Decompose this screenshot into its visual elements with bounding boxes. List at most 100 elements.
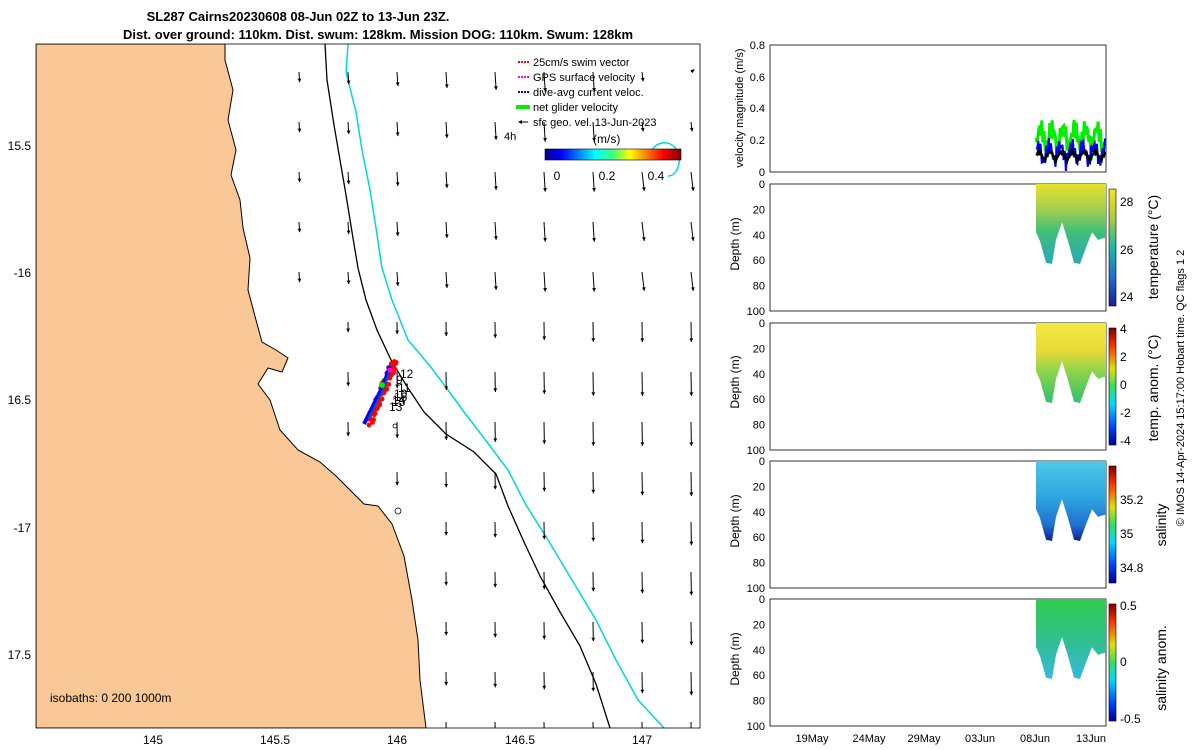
legend-arrow-icon [518,120,522,124]
surface-vector-arrowhead [640,127,645,132]
salinity-anomaly-colorbar [1108,603,1117,722]
temperature-y-tick: 40 [753,230,765,242]
surface-vector-arrowhead [591,392,596,396]
surface-vector-arrowhead [542,585,547,590]
surface-vector-arrowhead [493,136,498,140]
surface-vector-arrowhead [444,436,449,441]
surface-vector-arrowhead [641,187,646,191]
track-label: 13 [389,400,403,414]
temperature-colorbar [1108,188,1117,307]
temp-anomaly-y-tick: 0 [759,318,765,330]
temperature-panel-labels: Depth (m) 28 26 24 temperature (°C) [728,195,1161,304]
reef-shape [394,507,402,515]
surface-vector-arrowhead [297,228,302,233]
salinity-y-label: Depth (m) [728,494,742,547]
temperature-cbar-tick: 28 [1120,195,1134,209]
surface-vector-arrowhead [346,130,351,135]
surface-vector-arrowhead [640,77,645,82]
velocity-y-tick: 0.2 [750,135,765,147]
track-label: 14 [392,393,406,407]
salinity-profile-fill [1036,461,1106,542]
temp-anomaly-cbar-tick: 2 [1120,350,1127,364]
surface-vector-arrowhead [444,332,449,337]
surface-vector-arrowhead [346,280,351,285]
surface-vector-arrowhead [640,689,645,694]
surface-vector-arrowhead [640,392,645,396]
surface-vector-arrowhead [346,230,351,235]
map-x-ticks: 145 145.5 146 146.5 147 [143,733,652,747]
surface-vector-arrowhead [444,134,449,138]
map-colorbar-tick: 0 [554,169,561,183]
salinity-anomaly-y-tick: 20 [753,619,765,631]
surface-vector-arrowhead [297,178,302,183]
surface-vector-arrowhead [346,432,351,437]
surface-vector-arrowhead [542,336,547,340]
salinity-colorbar [1108,465,1117,584]
legend-item: net glider velocity [533,102,618,114]
surface-vector-arrowhead [640,539,645,544]
time-x-tick: 29May [907,733,941,745]
salinity-y-tick: 100 [747,583,765,595]
map-y-tick: 17.5 [8,648,32,662]
surface-vector-arrowhead [592,188,596,192]
surface-vector-arrowhead [542,487,547,492]
surface-vector-arrowhead [297,78,302,83]
temp-anomaly-colorbar [1108,327,1117,446]
velocity-panel: 0.8 0.6 0.4 0.2 0 velocity magnitude (m/… [734,40,1107,179]
surface-vector-arrowhead [444,234,449,238]
temperature-y-tick: 60 [753,255,765,267]
surface-vector-arrowhead [493,186,498,190]
swim-vector-point [377,400,382,406]
temp-anomaly-cbar-label: temp. anom. (°C) [1145,335,1161,442]
surface-vector-arrowhead [493,734,497,738]
salinity-cbar-tick: 35.2 [1120,493,1144,507]
salinity-y-tick: 20 [753,481,765,493]
salinity-anomaly-cbar-tick: -0.5 [1120,712,1141,726]
surface-vector-arrowhead [641,237,646,241]
salinity-cbar-tick: 34.8 [1120,561,1144,575]
surface-vector-arrowhead [591,338,596,342]
surface-vector-arrowhead [444,483,449,488]
surface-vector-arrowhead [395,82,400,87]
surface-vector-arrowhead [640,442,645,446]
map-y-ticks: 15.5 -16 16.5 -17 17.5 [8,139,32,662]
gps-point [387,367,393,373]
track-label: 12 [400,367,414,381]
salinity-anomaly-y-tick: 80 [753,696,765,708]
map-colorbar-tick: 0.4 [648,169,665,183]
salinity-anomaly-y-tick: 40 [753,645,765,657]
map-x-tick: 145 [143,733,163,747]
surface-vector-arrowhead [395,481,400,486]
track-label: 11 [398,381,411,395]
swim-vector-point [371,417,376,423]
surface-vector-arrowhead [690,287,695,291]
surface-vector-arrowhead [689,591,694,596]
map-y-tick: 16.5 [8,393,32,407]
surface-vector-arrowhead [542,390,547,394]
surface-vector-arrowhead [690,237,695,241]
surface-vector-arrowhead [689,742,693,746]
surface-velocity-line [1035,146,1107,165]
surface-vector-arrowhead [591,687,596,692]
profile-panels: 0204060801000204060801000204060801000204… [747,179,1117,733]
time-x-tick: 03Jun [965,733,995,745]
temperature-y-label: Depth (m) [728,217,742,270]
map-y-tick: 15.5 [8,139,32,153]
track-labels: 12 9 11 10 14 16 15 13 [389,367,414,414]
temp-anomaly-panel-labels: Depth (m) 4 2 0 -2 -4 temp. anom. (°C) [728,322,1161,448]
legend-item: dive-avg current veloc. [533,87,644,99]
surface-vector-arrowhead [591,587,596,592]
velocity-y-tick: 0.6 [750,72,765,84]
map-x-tick: 147 [632,733,652,747]
surface-vector-arrowhead [444,681,449,686]
surface-vector-arrowhead [493,334,498,338]
salinity-anomaly-cbar-tick: 0 [1120,655,1127,669]
surface-vector-arrowhead [689,641,694,646]
salinity-cbar-tick: 35 [1120,527,1134,541]
surface-vector-arrowhead [542,685,547,690]
surface-vector-arrowhead [542,736,546,740]
temp-anomaly-profile-fill [1036,323,1106,404]
surface-vector-arrowhead [689,127,694,132]
salinity-y-tick: 0 [759,456,765,468]
